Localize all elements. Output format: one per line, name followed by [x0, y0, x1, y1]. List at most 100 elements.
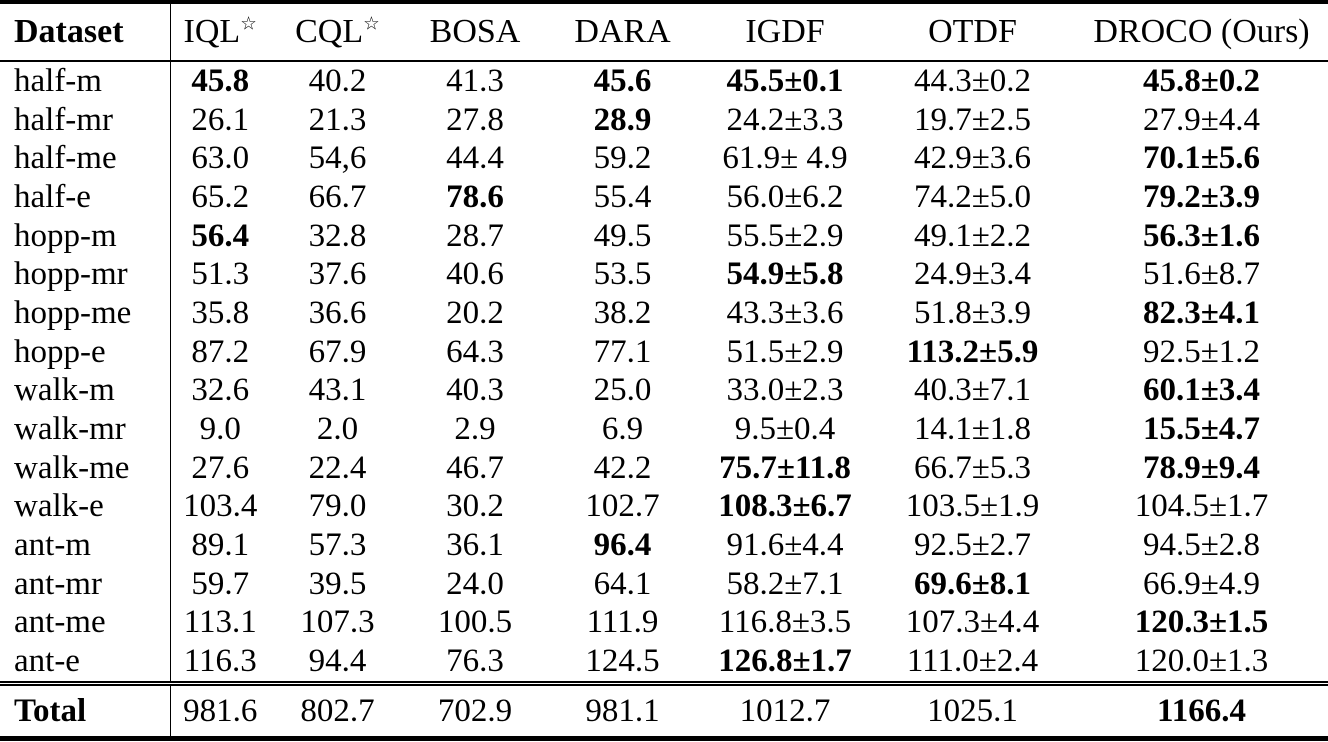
value-cell: 107.3 [300, 604, 375, 641]
value-cell: 39.5 [308, 565, 367, 602]
value-cell: 63.0 [191, 140, 250, 177]
total-value-cell: 702.9 [405, 681, 545, 739]
value-cell: 38.2 [593, 294, 652, 331]
value-cell: 116.3 [183, 643, 257, 680]
table-row-walk-m: walk-m 32.6 43.1 40.3 25.0 33.0±2.3 40.3±7.1 60… [0, 371, 1328, 411]
value-cell: 92.5±1.2 [1142, 333, 1261, 370]
value-cell: 108.3±6.7 [718, 488, 852, 525]
value-cell: 45.5±0.1 [726, 62, 844, 99]
value-cell: 89.1 [191, 527, 250, 564]
value-cell: 75.7±11.8 [719, 449, 851, 486]
value-cell: 57.3 [308, 527, 367, 564]
dataset-label: half-m [0, 61, 171, 101]
value-cell: 113.2±5.9 [906, 333, 1039, 370]
dataset-label: half-me [0, 139, 171, 179]
total-value-cell: 802.7 [270, 681, 405, 739]
value-cell: 91.6±4.4 [726, 527, 844, 564]
value-cell: 55.4 [593, 178, 652, 215]
value-cell: 67.9 [308, 333, 367, 370]
value-cell: 79.0 [308, 488, 367, 525]
value-cell: 40.3 [446, 372, 504, 409]
dataset-label: walk-mr [0, 410, 171, 449]
value-cell: 21.3 [308, 101, 367, 138]
total-label: Total [0, 681, 171, 739]
value-cell: 6.9 [601, 411, 644, 448]
total-value-cell: 1166.4 [1075, 681, 1328, 739]
value-cell: 55.5±2.9 [726, 217, 844, 254]
table-row-half-mr: half-mr 26.1 21.3 27.8 28.9 24.2±3.3 19.7±2.5 2… [0, 100, 1328, 140]
value-cell: 120.0±1.3 [1134, 643, 1269, 680]
value-cell: 24.2±3.3 [726, 101, 844, 138]
value-cell: 9.5±0.4 [734, 411, 836, 448]
value-cell: 66.9±4.9 [1142, 565, 1261, 602]
value-cell: 56.3±1.6 [1142, 217, 1261, 254]
table-row-half-me: half-me 63.0 54,6 44.4 59.2 61.9± 4.9 42.9±3.6… [0, 139, 1328, 179]
table-row-walk-e: walk-e 103.4 79.0 30.2 102.7 108.3±6.7 103.5±1… [0, 487, 1328, 527]
value-cell: 94.4 [308, 643, 367, 680]
value-cell: 32.8 [308, 217, 367, 254]
dataset-label: hopp-e [0, 332, 171, 372]
value-cell: 66.7±5.3 [913, 449, 1032, 486]
table-row-walk-me: walk-me 27.6 22.4 46.7 42.2 75.7±11.8 66.7±5.3… [0, 448, 1328, 488]
value-cell: 79.2±3.9 [1142, 178, 1261, 215]
value-cell: 58.2±7.1 [726, 565, 844, 602]
value-cell: 92.5±2.7 [913, 527, 1032, 564]
value-cell: 49.5 [593, 217, 652, 254]
total-value-cell: 981.1 [545, 681, 700, 739]
dataset-label: ant-m [0, 526, 171, 565]
table-row-hopp-me: hopp-me 35.8 36.6 20.2 38.2 43.3±3.6 51.8±3.9 8… [0, 294, 1328, 333]
table-row-walk-mr: walk-mr 9.0 2.0 2.9 6.9 9.5±0.4 14.1±1.8 15.5±4… [0, 410, 1328, 449]
value-cell: 40.2 [308, 62, 367, 99]
value-cell: 124.5 [585, 643, 660, 680]
table-row-total: Total 981.6 802.7 702.9 981.1 1012.7 1025.1 116… [0, 681, 1328, 739]
value-cell: 49.1±2.2 [913, 217, 1032, 254]
value-cell: 24.9±3.4 [913, 256, 1032, 293]
value-cell: 40.3±7.1 [913, 372, 1032, 409]
value-cell: 59.7 [191, 565, 250, 602]
value-cell: 44.4 [446, 140, 504, 177]
value-cell: 53.5 [593, 256, 652, 293]
value-cell: 20.2 [446, 294, 504, 331]
table-row-ant-m: ant-m 89.1 57.3 36.1 96.4 91.6±4.4 92.5±2.7 94.… [0, 526, 1328, 565]
value-cell: 46.7 [446, 449, 504, 486]
value-cell: 51.6±8.7 [1142, 256, 1261, 293]
value-cell: 120.3±1.5 [1134, 604, 1269, 641]
star-superscript-icon: ☆ [240, 13, 257, 35]
table-row-ant-mr: ant-mr 59.7 39.5 24.0 64.1 58.2±7.1 69.6±8.1 66… [0, 564, 1328, 604]
column-header-igdf: IGDF [700, 2, 870, 62]
value-cell: 42.9±3.6 [913, 140, 1032, 177]
dataset-label: walk-me [0, 448, 171, 488]
column-header-iql: IQL☆ [170, 2, 270, 62]
value-cell: 35.8 [191, 294, 250, 331]
value-cell: 74.2±5.0 [913, 178, 1032, 215]
table-row-hopp-e: hopp-e 87.2 67.9 64.3 77.1 51.5±2.9 113.2±5.9 9… [0, 332, 1328, 372]
dataset-label: walk-e [0, 487, 171, 527]
value-cell: 87.2 [191, 333, 250, 370]
value-cell: 14.1±1.8 [913, 411, 1032, 448]
value-cell: 64.1 [593, 565, 652, 602]
value-cell: 70.1±5.6 [1142, 140, 1261, 177]
value-cell: 45.8±0.2 [1142, 62, 1261, 99]
value-cell: 111.9 [586, 604, 659, 641]
dataset-label: half-mr [0, 100, 171, 140]
total-value-cell: 981.6 [170, 681, 270, 739]
value-cell: 100.5 [437, 604, 513, 641]
table-row-ant-e: ant-e 116.3 94.4 76.3 124.5 126.8±1.7 111.0±2.… [0, 642, 1328, 684]
table-row-hopp-mr: hopp-mr 51.3 37.6 40.6 53.5 54.9±5.8 24.9±3.4 5… [0, 255, 1328, 295]
dataset-label: walk-m [0, 371, 171, 411]
value-cell: 111.0±2.4 [906, 643, 1039, 680]
value-cell: 54,6 [308, 140, 367, 177]
value-cell: 43.3±3.6 [726, 294, 844, 331]
value-cell: 2.0 [316, 411, 359, 448]
value-cell: 96.4 [593, 527, 652, 564]
value-cell: 28.7 [446, 217, 504, 254]
value-cell: 64.3 [446, 333, 504, 370]
value-cell: 27.6 [191, 449, 250, 486]
table-header-row: Dataset IQL☆ CQL☆ BOSA DARA IGDF OTDF DROCO (Ou… [0, 2, 1328, 62]
table-row-half-m: half-m 45.8 40.2 41.3 45.6 45.5±0.1 44.3±0.2 45… [0, 61, 1328, 101]
value-cell: 30.2 [446, 488, 504, 525]
value-cell: 66.7 [308, 178, 367, 215]
value-cell: 27.8 [446, 101, 504, 138]
value-cell: 36.1 [446, 527, 504, 564]
